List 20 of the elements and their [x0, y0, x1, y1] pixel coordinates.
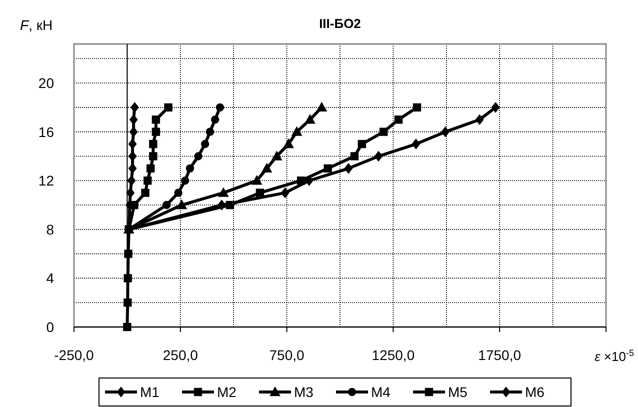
legend-label: M1 — [140, 384, 160, 400]
legend-label: M2 — [217, 384, 237, 400]
legend-label: M5 — [448, 384, 468, 400]
x-tick-label: 1750,0 — [478, 347, 522, 363]
y-tick-label: 0 — [46, 319, 54, 335]
y-axis-title: F, кН — [20, 17, 53, 33]
y-tick-label: 8 — [46, 221, 54, 238]
x-tick-label: -250,0 — [54, 347, 94, 363]
y-tick-label: 4 — [46, 270, 54, 286]
x-tick-label: 1250,0 — [372, 347, 415, 363]
y-tick-label: 12 — [38, 172, 54, 189]
legend-label: M3 — [294, 384, 314, 400]
y-tick-label: 16 — [38, 124, 54, 140]
legend-label: M4 — [371, 384, 391, 400]
legend-label: M6 — [525, 384, 545, 400]
x-tick-label: 750,0 — [269, 347, 305, 363]
y-tick-label: 20 — [38, 75, 54, 92]
x-axis-title: ε ×10$^{-5}$ — [594, 348, 634, 364]
x-tick-label: 250,0 — [162, 347, 198, 363]
chart-title: III-БО2 — [319, 16, 361, 31]
